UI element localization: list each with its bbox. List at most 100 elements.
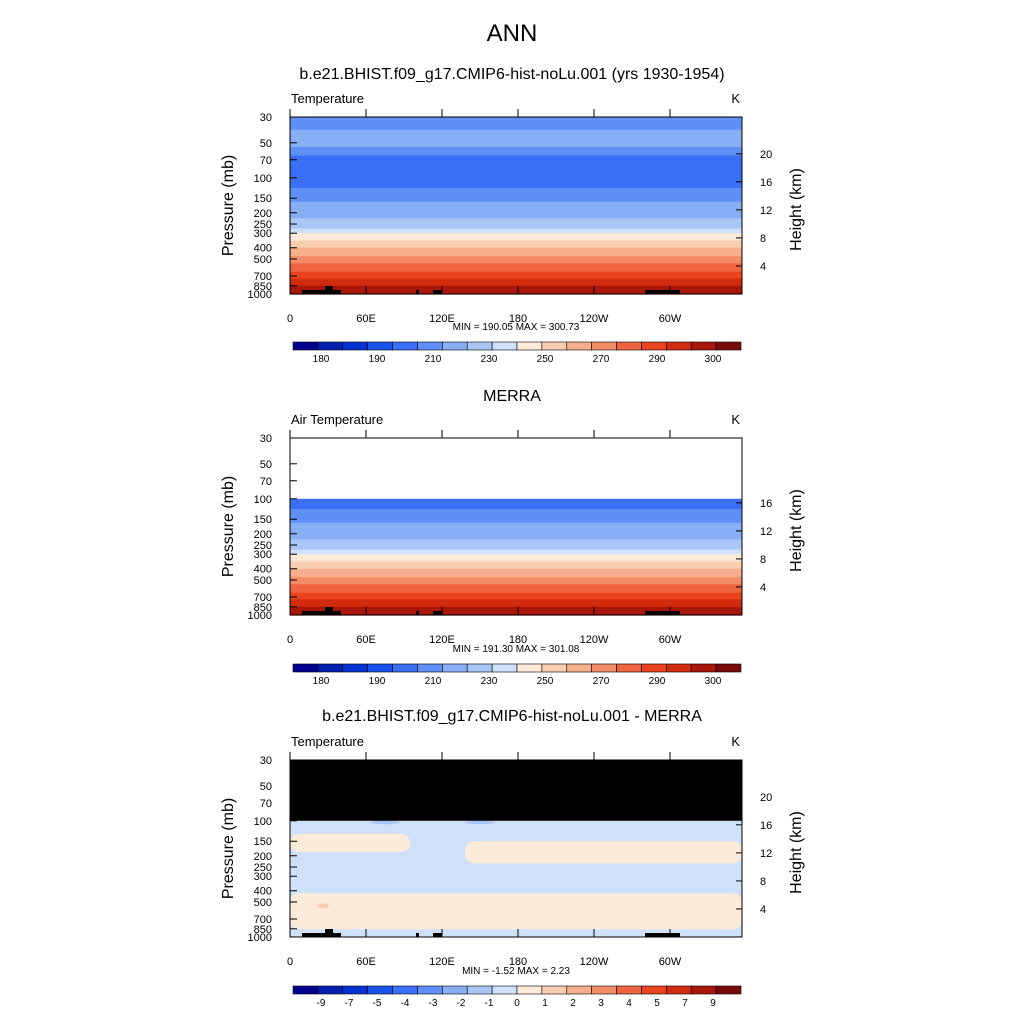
colorbar-label: 300 [705, 354, 722, 365]
colorbar-swatch [516, 341, 543, 351]
colorbar-swatch [666, 663, 692, 673]
colorbar-swatch [516, 985, 543, 995]
contour-band [290, 557, 742, 563]
y-tick-label: 50 [260, 138, 272, 150]
colorbar-swatch [491, 341, 518, 351]
contour-band [290, 285, 742, 289]
colorbar-swatch [317, 341, 344, 351]
contour-band [290, 584, 742, 590]
contour-band [290, 604, 742, 608]
topography-block [416, 290, 419, 294]
contour-band [290, 539, 742, 543]
topography-block [433, 933, 442, 937]
contour-band [290, 547, 742, 551]
diff-warm-region [590, 911, 740, 922]
contour-band [290, 565, 742, 570]
colorbar-swatch [466, 663, 493, 673]
contour-band [290, 142, 742, 148]
colorbar-label: 250 [537, 676, 554, 687]
panel-1: b.e21.BHIST.f09_g17.CMIP6-hist-noLu.001 … [220, 66, 805, 365]
colorbar-label: 190 [369, 354, 386, 365]
y-tick-label: 400 [254, 886, 272, 898]
y-tick-label: 30 [260, 112, 272, 124]
y-tick-label: 100 [254, 494, 272, 506]
x-tick-label: 180 [509, 313, 527, 325]
colorbar-label: 210 [425, 354, 442, 365]
contour-band [290, 526, 742, 531]
contour-band [290, 168, 742, 174]
x-tick-label: 120E [429, 634, 455, 646]
colorbar-swatch [292, 985, 319, 995]
contour-band [290, 599, 742, 603]
colorbar-swatch [417, 663, 443, 673]
colorbar-swatch [566, 341, 592, 351]
topography-block [433, 611, 442, 615]
height-tick-label: 20 [760, 149, 772, 161]
contour-band [290, 263, 742, 269]
contour-band [290, 193, 742, 199]
y-tick-label: 100 [254, 816, 272, 828]
y-tick-label: 150 [254, 514, 272, 526]
colorbar-swatch [566, 985, 592, 995]
y-tick-label: 150 [254, 836, 272, 848]
contour-band [290, 571, 742, 575]
y-tick-label: 250 [254, 862, 272, 874]
contour-band [290, 592, 742, 598]
topography-block [302, 611, 330, 615]
colorbar-swatch [666, 985, 692, 995]
x-tick-label: 120E [429, 313, 455, 325]
colorbar-label: 0 [514, 998, 520, 1009]
colorbar-label: -4 [401, 998, 410, 1009]
contour-band [290, 530, 742, 535]
y-tick-label: 200 [254, 851, 272, 863]
contour-band [290, 287, 742, 291]
contour-band [290, 280, 742, 284]
contour-band [290, 610, 742, 614]
contour-band [290, 177, 742, 184]
colorbar-swatch [591, 663, 617, 673]
units-label: K [731, 91, 740, 106]
colorbar-swatch [616, 341, 642, 351]
contour-band [290, 509, 742, 515]
plot-frame [289, 759, 743, 938]
x-tick-label: 60W [659, 313, 682, 325]
units-label: K [731, 412, 740, 427]
min-max-text: MIN = 191.30 MAX = 301.08 [453, 644, 580, 655]
colorbar-label: 300 [705, 676, 722, 687]
topography-block [302, 933, 330, 937]
contour-band [290, 228, 742, 232]
topography-block [416, 611, 419, 615]
x-tick-label: 60E [356, 313, 376, 325]
height-tick-label: 16 [760, 177, 772, 189]
colorbar-swatch [392, 341, 418, 351]
colorbar-label: 230 [481, 354, 498, 365]
colorbar-swatch [541, 663, 568, 673]
colorbar-label: -5 [373, 998, 382, 1009]
colorbar-swatch [367, 985, 393, 995]
contour-band [290, 606, 742, 610]
colorbar-swatch [690, 985, 717, 995]
contour-field [290, 760, 742, 937]
y-axis-label: Pressure (mb) [220, 476, 237, 577]
colorbar-swatch [666, 341, 692, 351]
topography-block [645, 611, 680, 615]
contour-band [290, 236, 742, 242]
panel-title: MERRA [483, 388, 541, 405]
colorbar-swatch [466, 341, 493, 351]
x-tick-label: 60E [356, 956, 376, 968]
y-tick-label: 1000 [248, 932, 272, 944]
y-tick-label: 30 [260, 755, 272, 767]
y-tick-label: 300 [254, 549, 272, 561]
y-tick-label: 400 [254, 243, 272, 255]
y-tick-label: 500 [254, 897, 272, 909]
colorbar-swatch [367, 341, 393, 351]
y-axis-label: Pressure (mb) [220, 155, 237, 256]
colorbar-swatch [541, 341, 568, 351]
contour-band [290, 164, 742, 170]
colorbar-swatch [690, 341, 717, 351]
variable-label: Temperature [291, 91, 364, 106]
height-tick-label: 4 [760, 261, 766, 273]
colorbar-label: 270 [593, 354, 610, 365]
diff-cool-spot [465, 820, 495, 825]
